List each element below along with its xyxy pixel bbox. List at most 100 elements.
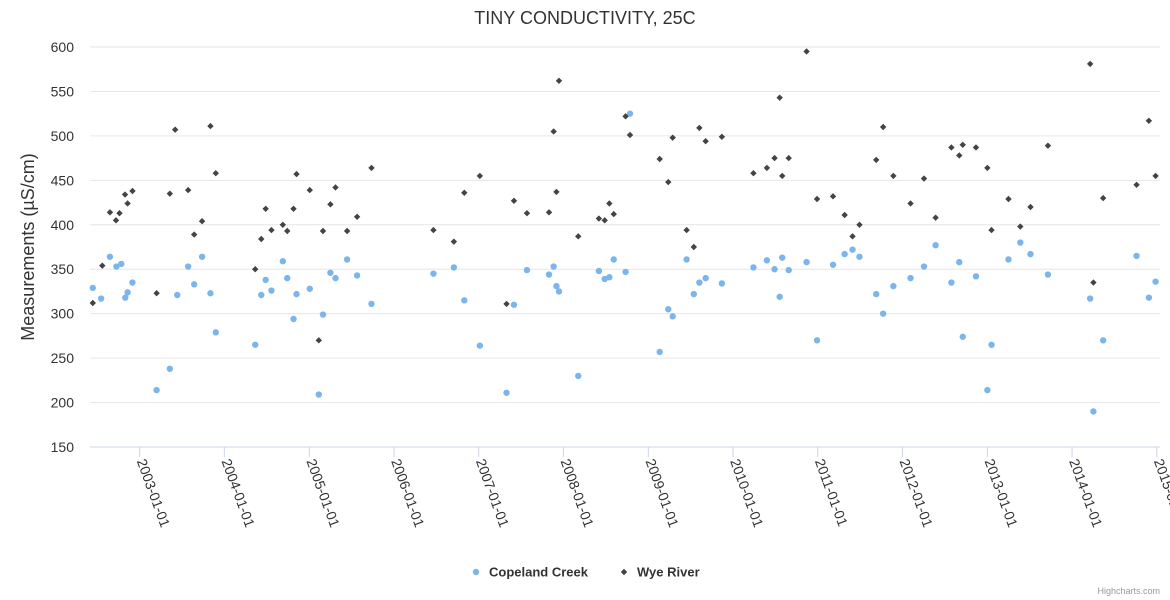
point-copeland-creek[interactable]: [315, 391, 323, 398]
point-copeland-creek[interactable]: [293, 290, 300, 298]
point-copeland-creek[interactable]: [461, 297, 468, 304]
point-wye-river[interactable]: [948, 144, 955, 151]
point-wye-river[interactable]: [575, 233, 582, 240]
point-copeland-creek[interactable]: [327, 269, 334, 276]
point-copeland-creek[interactable]: [856, 253, 863, 260]
point-copeland-creek[interactable]: [803, 258, 810, 266]
point-wye-river[interactable]: [763, 164, 771, 172]
point-copeland-creek[interactable]: [988, 341, 995, 348]
point-copeland-creek[interactable]: [683, 256, 690, 263]
point-copeland-creek[interactable]: [124, 289, 131, 296]
point-wye-river[interactable]: [890, 172, 897, 180]
point-copeland-creek[interactable]: [258, 291, 265, 299]
point-copeland-creek[interactable]: [166, 365, 174, 372]
point-copeland-creek[interactable]: [622, 268, 629, 276]
point-wye-river[interactable]: [112, 217, 120, 224]
point-wye-river[interactable]: [702, 138, 709, 145]
point-wye-river[interactable]: [258, 235, 265, 243]
point-copeland-creek[interactable]: [212, 329, 219, 336]
point-wye-river[interactable]: [293, 170, 300, 178]
point-copeland-creek[interactable]: [785, 266, 792, 274]
point-wye-river[interactable]: [184, 186, 192, 194]
point-wye-river[interactable]: [932, 214, 939, 221]
legend-item-wye-river[interactable]: Wye River: [620, 565, 700, 580]
point-wye-river[interactable]: [476, 172, 484, 180]
point-wye-river[interactable]: [523, 210, 531, 217]
point-wye-river[interactable]: [626, 131, 634, 139]
point-copeland-creek[interactable]: [779, 254, 786, 261]
point-copeland-creek[interactable]: [776, 293, 783, 300]
point-copeland-creek[interactable]: [595, 267, 603, 275]
point-copeland-creek[interactable]: [606, 274, 613, 281]
point-copeland-creek[interactable]: [290, 315, 297, 323]
point-copeland-creek[interactable]: [920, 263, 928, 270]
point-copeland-creek[interactable]: [1086, 295, 1094, 302]
point-copeland-creek[interactable]: [771, 266, 778, 273]
point-wye-river[interactable]: [166, 190, 174, 197]
point-copeland-creek[interactable]: [503, 389, 510, 396]
legend-symbol-wye-river[interactable]: [620, 568, 628, 576]
point-copeland-creek[interactable]: [1152, 278, 1159, 285]
point-copeland-creek[interactable]: [1044, 271, 1052, 278]
point-copeland-creek[interactable]: [279, 258, 287, 265]
point-wye-river[interactable]: [212, 170, 219, 177]
point-copeland-creek[interactable]: [959, 333, 966, 340]
point-copeland-creek[interactable]: [948, 279, 955, 286]
point-copeland-creek[interactable]: [718, 280, 726, 287]
point-copeland-creek[interactable]: [207, 290, 214, 297]
point-wye-river[interactable]: [129, 187, 136, 195]
point-wye-river[interactable]: [190, 231, 198, 238]
point-wye-river[interactable]: [1099, 194, 1107, 202]
point-wye-river[interactable]: [1145, 117, 1153, 124]
point-wye-river[interactable]: [776, 94, 783, 101]
point-wye-river[interactable]: [622, 113, 629, 120]
point-wye-river[interactable]: [124, 200, 131, 207]
point-wye-river[interactable]: [779, 172, 786, 180]
point-wye-river[interactable]: [1017, 223, 1024, 230]
point-copeland-creek[interactable]: [332, 274, 339, 282]
point-copeland-creek[interactable]: [343, 256, 351, 263]
point-copeland-creek[interactable]: [550, 263, 557, 270]
point-copeland-creek[interactable]: [984, 386, 991, 394]
point-wye-river[interactable]: [718, 133, 726, 140]
point-copeland-creek[interactable]: [750, 264, 757, 271]
point-wye-river[interactable]: [252, 266, 259, 273]
point-wye-river[interactable]: [106, 209, 114, 216]
point-wye-river[interactable]: [669, 134, 676, 141]
point-copeland-creek[interactable]: [1099, 337, 1107, 344]
point-copeland-creek[interactable]: [153, 386, 160, 394]
point-copeland-creek[interactable]: [129, 279, 136, 286]
point-wye-river[interactable]: [856, 221, 863, 228]
point-wye-river[interactable]: [610, 210, 617, 218]
point-wye-river[interactable]: [601, 217, 608, 224]
point-wye-river[interactable]: [99, 262, 106, 269]
point-wye-river[interactable]: [872, 156, 880, 164]
point-wye-river[interactable]: [1152, 172, 1159, 180]
point-wye-river[interactable]: [207, 122, 214, 130]
point-copeland-creek[interactable]: [184, 263, 192, 270]
point-copeland-creek[interactable]: [122, 294, 129, 301]
point-copeland-creek[interactable]: [476, 342, 484, 349]
point-copeland-creek[interactable]: [368, 300, 375, 308]
point-wye-river[interactable]: [1090, 279, 1097, 286]
point-wye-river[interactable]: [803, 48, 810, 55]
point-wye-river[interactable]: [319, 227, 327, 235]
point-copeland-creek[interactable]: [1090, 408, 1097, 415]
point-copeland-creek[interactable]: [1027, 250, 1034, 258]
point-wye-river[interactable]: [503, 300, 510, 308]
point-wye-river[interactable]: [959, 141, 966, 148]
point-copeland-creek[interactable]: [510, 301, 518, 308]
point-copeland-creek[interactable]: [956, 258, 963, 266]
point-copeland-creek[interactable]: [702, 274, 709, 282]
point-wye-river[interactable]: [1133, 181, 1140, 188]
point-wye-river[interactable]: [1027, 203, 1034, 211]
legend-symbol-copeland-creek[interactable]: [472, 568, 480, 576]
point-copeland-creek[interactable]: [829, 261, 837, 268]
point-wye-river[interactable]: [450, 238, 458, 245]
point-copeland-creek[interactable]: [198, 253, 206, 260]
point-copeland-creek[interactable]: [610, 256, 617, 263]
point-wye-river[interactable]: [171, 126, 179, 133]
point-wye-river[interactable]: [1044, 142, 1052, 149]
point-copeland-creek[interactable]: [118, 260, 125, 268]
point-wye-river[interactable]: [595, 215, 603, 222]
